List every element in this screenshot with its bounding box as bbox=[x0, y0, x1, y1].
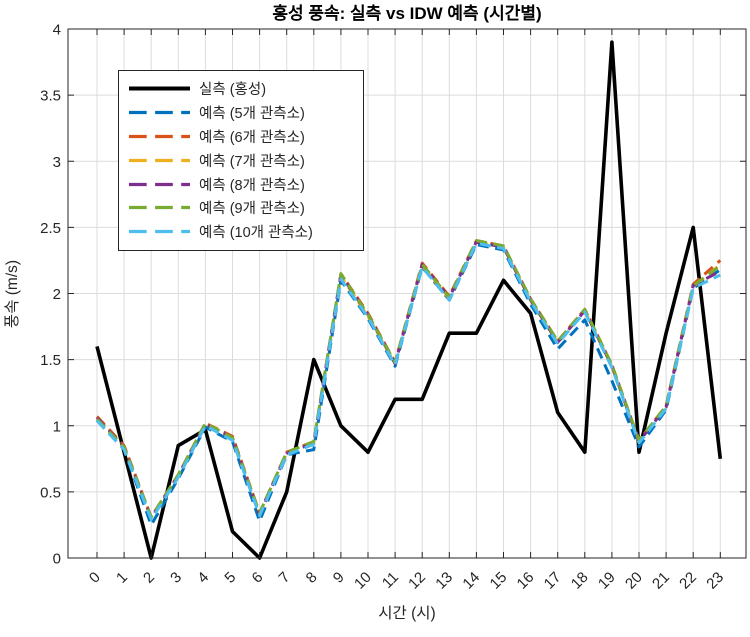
x-tick-label: 12 bbox=[405, 569, 429, 593]
x-tick-label: 5 bbox=[221, 569, 239, 587]
legend-swatch-dashed-line bbox=[129, 158, 190, 162]
legend-label: 예측 (6개 관측소) bbox=[199, 129, 305, 146]
legend-swatch-dashed-line bbox=[129, 230, 190, 234]
legend-swatch-dashed-line bbox=[129, 206, 190, 210]
x-tick-label: 8 bbox=[303, 569, 321, 587]
x-tick-label: 9 bbox=[330, 569, 348, 587]
x-tick-label: 13 bbox=[432, 569, 456, 593]
legend-label: 예측 (10개 관측소) bbox=[199, 225, 313, 242]
x-tick-label: 16 bbox=[514, 569, 538, 593]
legend-label: 예측 (8개 관측소) bbox=[199, 177, 305, 194]
x-tick-label: 6 bbox=[249, 569, 267, 587]
y-tick-label: 4 bbox=[53, 22, 61, 39]
x-tick-label: 4 bbox=[194, 569, 212, 587]
legend-swatch-dashed-line bbox=[129, 134, 190, 139]
x-tick-label: 0 bbox=[86, 569, 104, 587]
legend-label: 예측 (5개 관측소) bbox=[199, 106, 305, 123]
y-tick-label: 1 bbox=[53, 418, 61, 435]
x-tick-label: 11 bbox=[379, 569, 402, 592]
legend-swatch-dashed-line bbox=[129, 182, 190, 186]
x-tick-label: 7 bbox=[276, 569, 294, 587]
x-tick-label: 20 bbox=[622, 569, 646, 593]
axes-box-and-ticks bbox=[67, 28, 747, 559]
legend-swatch-dashed-line bbox=[129, 111, 190, 115]
x-tick-label: 14 bbox=[459, 569, 483, 593]
x-tick-label: 15 bbox=[487, 569, 511, 593]
y-axis-label: 풍속 (m/s) bbox=[3, 260, 21, 328]
y-tick-label: 2 bbox=[53, 286, 61, 303]
x-axis-label: 시간 (시) bbox=[378, 604, 435, 622]
legend-item-0: 실측 (홍성) bbox=[128, 77, 359, 101]
legend-label: 예측 (9개 관측소) bbox=[199, 201, 305, 218]
y-tick-label: 0.5 bbox=[40, 484, 61, 501]
x-tick-label: 23 bbox=[703, 569, 727, 593]
series-line-6 bbox=[95, 241, 721, 522]
x-tick-label: 3 bbox=[167, 569, 185, 587]
data-series bbox=[95, 40, 723, 560]
legend-item-1: 예측 (5개 관측소) bbox=[128, 101, 359, 125]
legend-label: 실측 (홍성) bbox=[199, 82, 267, 99]
legend-item-5: 예측 (9개 관측소) bbox=[128, 196, 359, 220]
y-tick-label: 2.5 bbox=[40, 220, 61, 237]
legend-item-2: 예측 (6개 관측소) bbox=[128, 125, 359, 149]
x-tick-label: 22 bbox=[676, 569, 700, 593]
chart-title: 홍성 풍속: 실측 vs IDW 예측 (시간별) bbox=[272, 3, 541, 23]
x-tick-label: 1 bbox=[113, 569, 131, 587]
y-tick-label: 3.5 bbox=[40, 88, 61, 105]
x-tick-label: 2 bbox=[140, 569, 158, 587]
x-tick-label: 21 bbox=[649, 569, 673, 593]
x-tick-label: 18 bbox=[568, 569, 592, 593]
y-tick-label: 1.5 bbox=[40, 352, 61, 369]
legend: 실측 (홍성) 예측 (5개 관측소) 예측 (6개 관측소) 예측 (7개 관측소)… bbox=[118, 70, 364, 251]
x-tick-label: 10 bbox=[351, 569, 375, 593]
legend-item-6: 예측 (10개 관측소) bbox=[128, 220, 359, 244]
y-tick-label: 3 bbox=[53, 154, 61, 171]
x-tick-label: 17 bbox=[541, 569, 565, 593]
y-tick-label: 0 bbox=[53, 551, 61, 568]
legend-item-3: 예측 (7개 관측소) bbox=[128, 148, 359, 172]
legend-swatch-solid-line bbox=[129, 86, 190, 91]
legend-item-4: 예측 (8개 관측소) bbox=[128, 172, 359, 196]
legend-label: 예측 (7개 관측소) bbox=[199, 153, 305, 170]
x-tick-label: 19 bbox=[595, 569, 619, 593]
